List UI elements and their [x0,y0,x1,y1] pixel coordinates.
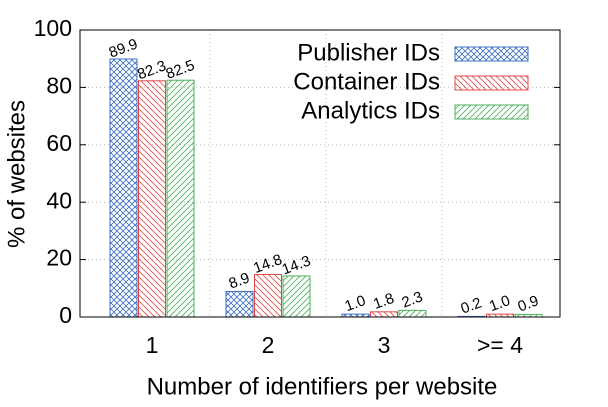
value-label: 1.0 [343,292,368,315]
legend-label: Publisher IDs [297,39,440,66]
y-axis-label: % of websites [3,100,30,248]
value-label: 82.3 [135,57,168,83]
y-tick-label: 100 [34,15,72,41]
bar [166,79,195,318]
legend-swatch [454,75,529,91]
value-label: 82.5 [164,57,197,83]
value-label: 0.9 [516,292,541,315]
value-label: 8.9 [227,269,252,292]
bar [109,58,138,318]
y-tick-label: 40 [46,187,72,213]
y-tick-label: 60 [46,130,72,156]
bar [398,309,427,318]
y-tick-label: 20 [46,245,72,271]
y-tick-label: 0 [59,302,72,328]
y-tick-label: 80 [46,72,72,98]
value-label: 1.8 [371,290,396,313]
bar [138,80,166,318]
x-tick-label: 2 [262,332,275,358]
value-label: 2.3 [400,288,425,311]
legend-swatch [454,46,529,62]
value-label: 14.3 [280,252,313,278]
value-label: 89.9 [107,36,140,62]
legend-label: Analytics IDs [301,97,440,124]
legend-swatch [454,104,529,120]
x-tick-label: 3 [378,332,391,358]
x-tick-label: >= 4 [477,332,523,358]
bar [282,275,311,318]
x-tick-label: 1 [146,332,159,358]
bar [225,290,254,318]
x-axis-label: Number of identifiers per website [147,373,498,400]
legend-label: Container IDs [293,68,440,95]
bar [254,274,282,318]
bar [370,311,398,318]
value-label: 1.0 [487,292,512,315]
plot-frame [79,29,561,318]
value-label: 0.2 [459,294,484,317]
